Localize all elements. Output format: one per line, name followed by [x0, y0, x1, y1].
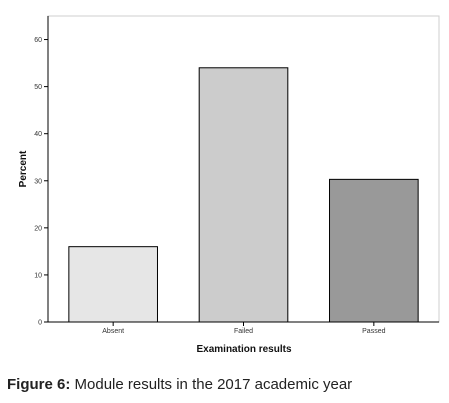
x-axis: Absent Failed Passed — [48, 321, 439, 335]
y-axis: 0 10 20 30 40 50 60 — [34, 16, 49, 327]
x-tick-label-absent: Absent — [102, 328, 124, 335]
bar-absent — [68, 246, 158, 323]
bar-passed — [329, 178, 419, 323]
y-tick-label: 30 — [34, 178, 42, 185]
y-tick-label: 20 — [34, 225, 42, 232]
x-axis-title: Examination results — [196, 344, 291, 355]
bars-group — [68, 67, 419, 323]
y-tick-label: 60 — [34, 37, 42, 44]
x-tick-label-passed: Passed — [362, 328, 385, 335]
figure-caption-text: Module results in the 2017 academic year — [70, 376, 353, 393]
figure-caption-label: Figure 6: — [7, 376, 71, 393]
bar-failed — [198, 67, 289, 323]
x-tick-label-failed: Failed — [234, 328, 253, 335]
y-tick-label: 0 — [38, 320, 42, 327]
figure-caption: Figure 6: Module results in the 2017 aca… — [7, 376, 352, 393]
y-tick-label: 40 — [34, 131, 42, 138]
y-tick-label: 10 — [34, 272, 42, 279]
y-tick-label: 50 — [34, 84, 42, 91]
y-axis-title: Percent — [18, 150, 29, 187]
